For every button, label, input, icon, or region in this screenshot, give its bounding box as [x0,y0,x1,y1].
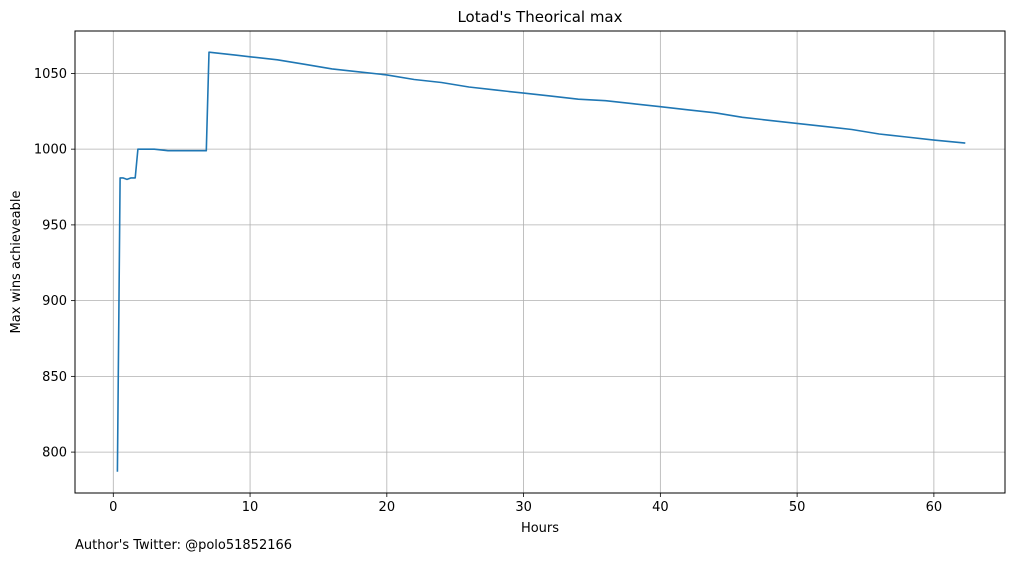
y-tick-label: 950 [42,218,67,233]
x-tick-label: 20 [379,500,396,515]
series-layer [116,51,966,472]
plot-frame [74,30,1006,494]
x-tick-label: 60 [926,500,943,515]
y-tick-label: 1050 [34,67,67,82]
x-axis-label: Hours [521,521,559,536]
tick-layer: 0 10 20 30 40 50 60 800 850 900 950 1000 1050 [34,67,942,515]
y-tick-label: 900 [42,294,67,309]
chart-title: Lotad's Theorical max [457,8,622,26]
x-tick-label: 30 [515,500,532,515]
x-tick-label: 50 [789,500,806,515]
x-tick-label: 10 [242,500,259,515]
y-tick-label: 850 [42,370,67,385]
x-tick-label: 0 [109,500,117,515]
series-line [116,51,966,472]
y-axis-label: Max wins achieveable [9,191,24,334]
y-tick-label: 800 [42,446,67,461]
x-tick-label: 40 [652,500,669,515]
grid-layer [75,31,1005,493]
y-tick-label: 1000 [34,143,67,158]
author-footer: Author's Twitter: @polo51852166 [75,538,293,553]
